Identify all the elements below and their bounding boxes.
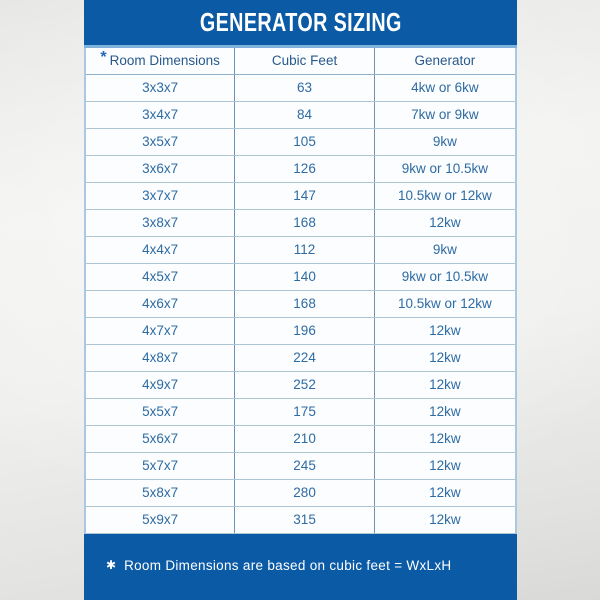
generator-cell: 10.5kw or 12kw	[373, 290, 515, 318]
generator-cell: 10.5kw or 12kw	[373, 182, 515, 210]
room-dimensions-cell: 4x6x7	[86, 290, 235, 318]
room-dimensions-cell: 5x6x7	[86, 425, 235, 453]
generator-cell: 9kw or 10.5kw	[373, 263, 515, 291]
generator-cell: 12kw	[373, 317, 515, 345]
table-row: 4x9x7 252 12kw	[86, 371, 515, 399]
generator-cell: 9kw or 10.5kw	[373, 155, 515, 183]
cubic-feet-cell: 140	[234, 263, 375, 291]
generator-cell: 12kw	[373, 371, 515, 399]
generator-cell: 12kw	[373, 209, 515, 237]
card-header: GENERATOR SIZING	[84, 0, 517, 45]
generator-cell: 12kw	[373, 344, 515, 372]
footnote-text: Room Dimensions are based on cubic feet …	[124, 557, 452, 573]
table-row: 3x6x7 126 9kw or 10.5kw	[86, 155, 515, 183]
table-row: 5x9x7 315 12kw	[86, 506, 515, 535]
room-dimensions-cell: 3x7x7	[86, 182, 235, 210]
room-dimensions-cell: 5x9x7	[86, 506, 235, 535]
table-row: 3x4x7 84 7kw or 9kw	[86, 101, 515, 129]
table-row: 3x5x7 105 9kw	[86, 128, 515, 156]
cubic-feet-cell: 196	[234, 317, 375, 345]
table-row: 3x7x7 147 10.5kw or 12kw	[86, 182, 515, 210]
generator-cell: 12kw	[373, 506, 515, 535]
room-dimensions-cell: 5x7x7	[86, 452, 235, 480]
cubic-feet-cell: 315	[234, 506, 375, 535]
col-header-generator-label: Generator	[414, 53, 476, 69]
room-dimensions-cell: 5x5x7	[86, 398, 235, 426]
generator-cell: 12kw	[373, 479, 515, 507]
generator-cell: 4kw or 6kw	[373, 74, 515, 102]
table-row: 3x3x7 63 4kw or 6kw	[86, 74, 515, 102]
cubic-feet-cell: 175	[234, 398, 375, 426]
room-dimensions-cell: 4x4x7	[86, 236, 235, 264]
cubic-feet-cell: 280	[234, 479, 375, 507]
generator-cell: 12kw	[373, 425, 515, 453]
table-header-row: * Room Dimensions Cubic Feet Generator	[86, 48, 515, 75]
table-row: 4x6x7 168 10.5kw or 12kw	[86, 290, 515, 318]
cubic-feet-cell: 126	[234, 155, 375, 183]
asterisk-mark: *	[100, 48, 107, 66]
cubic-feet-cell: 224	[234, 344, 375, 372]
cubic-feet-cell: 147	[234, 182, 375, 210]
table-row: 5x7x7 245 12kw	[86, 452, 515, 480]
room-dimensions-cell: 5x8x7	[86, 479, 235, 507]
col-header-room-dimensions: * Room Dimensions	[86, 48, 235, 75]
col-header-cubic-feet-label: Cubic Feet	[271, 53, 338, 69]
cubic-feet-cell: 168	[234, 209, 375, 237]
room-dimensions-cell: 4x9x7	[86, 371, 235, 399]
room-dimensions-cell: 3x6x7	[86, 155, 235, 183]
table-row: 4x8x7 224 12kw	[86, 344, 515, 372]
cubic-feet-cell: 105	[234, 128, 375, 156]
room-dimensions-cell: 3x5x7	[86, 128, 235, 156]
footnote-star-icon: ✱	[106, 558, 117, 572]
table-row: 4x7x7 196 12kw	[86, 317, 515, 345]
room-dimensions-cell: 3x4x7	[86, 101, 235, 129]
room-dimensions-cell: 4x5x7	[86, 263, 235, 291]
cubic-feet-cell: 84	[234, 101, 375, 129]
table-row: 5x6x7 210 12kw	[86, 425, 515, 453]
generator-sizing-card: GENERATOR SIZING * Room Dimensions Cubic …	[84, 0, 517, 600]
page-title: GENERATOR SIZING	[199, 7, 402, 37]
room-dimensions-cell: 4x8x7	[86, 344, 235, 372]
cubic-feet-cell: 245	[234, 452, 375, 480]
table-row: 4x5x7 140 9kw or 10.5kw	[86, 263, 515, 291]
generator-cell: 7kw or 9kw	[373, 101, 515, 129]
generator-cell: 12kw	[373, 452, 515, 480]
cubic-feet-cell: 112	[234, 236, 375, 264]
card-footer: ✱ Room Dimensions are based on cubic fee…	[84, 534, 517, 600]
sizing-table: * Room Dimensions Cubic Feet Generator 3x…	[86, 48, 515, 535]
table-wrap: * Room Dimensions Cubic Feet Generator 3x…	[84, 48, 517, 535]
table-row: 4x4x7 112 9kw	[86, 236, 515, 264]
col-header-cubic-feet: Cubic Feet	[234, 48, 375, 75]
table-row: 5x8x7 280 12kw	[86, 479, 515, 507]
table-row: 5x5x7 175 12kw	[86, 398, 515, 426]
col-header-room-dimensions-label: Room Dimensions	[109, 52, 220, 68]
cubic-feet-cell: 63	[234, 74, 375, 102]
room-dimensions-cell: 4x7x7	[86, 317, 235, 345]
generator-cell: 12kw	[373, 398, 515, 426]
cubic-feet-cell: 168	[234, 290, 375, 318]
room-dimensions-cell: 3x3x7	[86, 74, 235, 102]
generator-cell: 9kw	[373, 128, 515, 156]
cubic-feet-cell: 252	[234, 371, 375, 399]
cubic-feet-cell: 210	[234, 425, 375, 453]
room-dimensions-cell: 3x8x7	[86, 209, 235, 237]
generator-cell: 9kw	[373, 236, 515, 264]
table-row: 3x8x7 168 12kw	[86, 209, 515, 237]
accent-divider	[84, 45, 517, 48]
col-header-generator: Generator	[373, 48, 515, 75]
